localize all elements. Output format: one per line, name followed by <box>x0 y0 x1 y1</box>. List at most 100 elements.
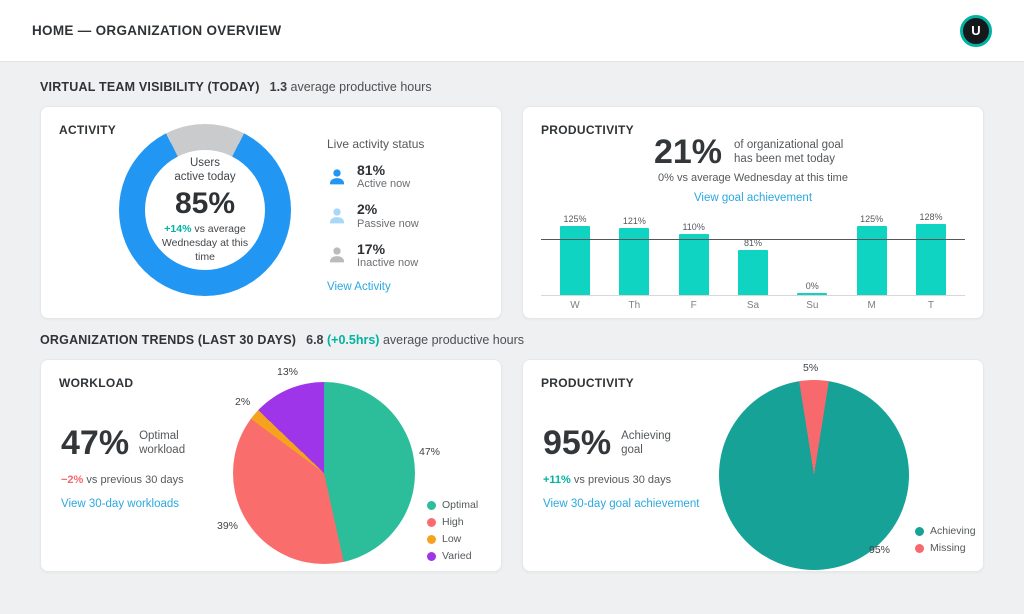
status-value: 81% <box>357 162 386 178</box>
legend-dot <box>915 543 924 553</box>
legend-label: Varied <box>442 550 472 562</box>
donut-center-delta: +14% vs average Wednesday at this time <box>153 223 257 264</box>
x-axis: W Th F Sa Su M T <box>541 296 965 311</box>
view-goal-achievement-link[interactable]: View goal achievement <box>693 192 813 204</box>
workload-card: WORKLOAD 47% Optimal workload −2% vs pre… <box>40 359 502 572</box>
goal-caption: of organizational goal has been met toda… <box>734 138 844 165</box>
legend-dot <box>427 551 436 561</box>
productive-hours-value: 1.3 <box>269 80 288 94</box>
goal-summary: 21% of organizational goal has been met … <box>541 135 965 169</box>
bar <box>915 224 946 295</box>
legend-label: High <box>442 516 464 528</box>
legend-item: Achieving <box>915 525 976 537</box>
today-cards-row: ACTIVITY Users active today 85% +14% vs … <box>40 106 984 319</box>
bar-column: 125% <box>551 214 599 295</box>
delta-suffix: vs previous 30 days <box>573 474 672 486</box>
pie-slice-label: 5% <box>803 362 819 374</box>
goal-legend: Achieving Missing <box>915 520 976 554</box>
activity-donut-chart: Users active today 85% +14% vs average W… <box>119 124 291 296</box>
delta-suffix: vs average Wednesday at this time <box>161 223 249 263</box>
status-row-active: 81% Active now <box>327 162 424 190</box>
view-activity-link[interactable]: View Activity <box>327 281 391 294</box>
workload-percent: 47% <box>61 424 130 462</box>
status-text: 2% Passive now <box>357 201 419 229</box>
productive-hours-delta: (+0.5hrs) <box>327 333 380 347</box>
section-title: VIRTUAL TEAM VISIBILITY (TODAY) <box>40 80 260 94</box>
delta-value: −2% <box>61 474 84 486</box>
productivity-trend-card: PRODUCTIVITY 95% Achieving goal +11% vs … <box>522 359 984 572</box>
status-row-passive: 2% Passive now <box>327 201 424 230</box>
status-value: 2% <box>357 201 378 218</box>
avatar[interactable]: U <box>960 14 992 47</box>
person-icon <box>327 206 347 226</box>
legend-dot <box>427 500 436 510</box>
goal-trend-caption: Achieving goal <box>621 429 671 456</box>
section-heading-trends: ORGANIZATION TRENDS (LAST 30 DAYS) 6.8 (… <box>40 333 984 347</box>
activity-card: ACTIVITY Users active today 85% +14% vs … <box>40 106 502 319</box>
goal-percent: 21% <box>653 133 723 171</box>
section-title: ORGANIZATION TRENDS (LAST 30 DAYS) <box>40 333 297 347</box>
card-title: WORKLOAD <box>59 376 134 390</box>
bar-value-label: 0% <box>805 281 819 291</box>
card-title: PRODUCTIVITY <box>541 376 634 390</box>
bar-value-label: 121% <box>622 216 646 226</box>
legend-label: Optimal <box>442 499 479 511</box>
card-title: PRODUCTIVITY <box>541 123 634 137</box>
section-subtitle: 1.3 average productive hours <box>270 80 432 94</box>
legend-item: Low <box>427 533 478 545</box>
pie-slice-label: 13% <box>277 366 299 378</box>
legend-dot <box>427 517 436 527</box>
bar-column: 81% <box>729 238 777 295</box>
page-title: HOME — ORGANIZATION OVERVIEW <box>32 23 282 38</box>
section-subtitle: 6.8 (+0.5hrs) average productive hours <box>306 333 524 347</box>
status-label: Inactive now <box>357 257 419 270</box>
bar <box>560 226 590 295</box>
card-title: ACTIVITY <box>59 123 117 137</box>
person-icon <box>327 167 347 187</box>
bar-value-label: 125% <box>860 214 884 224</box>
view-workloads-link[interactable]: View 30-day workloads <box>61 498 180 510</box>
delta-value: +14% <box>164 223 192 236</box>
x-axis-label: F <box>690 300 697 311</box>
legend-item: Optimal <box>427 499 478 511</box>
view-goal-trend-link[interactable]: View 30-day goal achievement <box>543 498 700 510</box>
productive-hours-suffix: average productive hours <box>290 80 432 94</box>
x-axis-label: Su <box>806 300 819 311</box>
dashboard: VIRTUAL TEAM VISIBILITY (TODAY) 1.3 aver… <box>0 62 1024 572</box>
productive-hours-suffix: average productive hours <box>382 333 525 347</box>
delta-suffix: vs previous 30 days <box>86 474 184 486</box>
bar <box>797 293 828 295</box>
goal-trend-delta: +11% vs previous 30 days <box>543 474 671 486</box>
status-text: 81% Active now <box>357 162 410 190</box>
legend-label: Missing <box>930 542 966 554</box>
live-activity-status: Live activity status 81% Active now <box>327 137 424 295</box>
trends-cards-row: WORKLOAD 47% Optimal workload −2% vs pre… <box>40 359 984 572</box>
bar-column: 128% <box>907 212 955 295</box>
bar-column: 0% <box>788 281 836 295</box>
goal-trend-summary: 95% Achieving goal <box>543 426 683 460</box>
goal-pie-chart <box>719 380 909 570</box>
donut-center-value: 85% <box>174 187 236 221</box>
bar-value-label: 81% <box>743 238 762 248</box>
bar-column: 125% <box>848 214 896 295</box>
bar-value-label: 128% <box>919 212 943 222</box>
legend-label: Low <box>442 533 462 545</box>
goal-comparison: 0% vs average Wednesday at this time <box>658 172 848 184</box>
x-axis-label: Th <box>628 300 641 311</box>
legend-dot <box>427 534 436 544</box>
workload-caption: Optimal workload <box>139 429 186 456</box>
legend-item: Missing <box>915 542 976 554</box>
bar-plot-area: 125% 121% 110% 81% 0% 125% 128% <box>541 212 965 296</box>
bar <box>856 226 887 295</box>
pie-slice-label: 2% <box>235 396 251 408</box>
productive-hours-value: 6.8 <box>306 333 324 347</box>
pie-slice-label: 95% <box>869 544 891 556</box>
bar-column: 121% <box>610 216 658 295</box>
status-text: 17% Inactive now <box>357 241 419 270</box>
legend-label: Achieving <box>930 525 976 537</box>
status-row-inactive: 17% Inactive now <box>327 241 424 270</box>
donut-center: Users active today 85% +14% vs average W… <box>145 150 265 270</box>
x-axis-label: M <box>867 300 876 311</box>
x-axis-label: W <box>570 300 580 311</box>
x-axis-label: T <box>927 300 935 311</box>
